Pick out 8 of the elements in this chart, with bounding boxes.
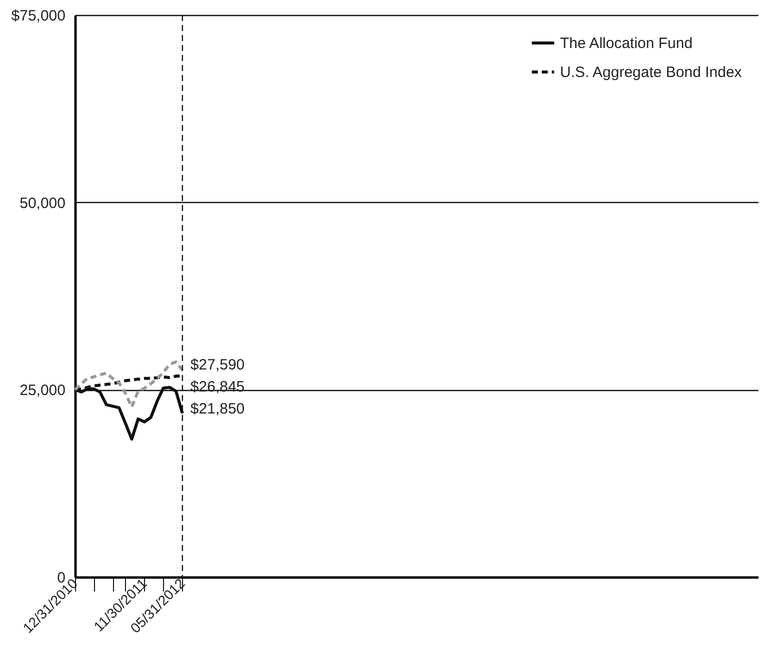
y-tick-label: 25,000 bbox=[20, 382, 66, 400]
y-tick-label: $75,000 bbox=[11, 8, 66, 24]
annotation: $21,850 bbox=[190, 400, 245, 418]
legend-label: U.S. Aggregate Bond Index bbox=[560, 64, 742, 81]
legend-label: The Allocation Fund bbox=[560, 35, 693, 52]
y-tick-label: 50,000 bbox=[20, 194, 66, 212]
annotation: $27,590 bbox=[190, 356, 245, 374]
line-series bbox=[74, 360, 184, 408]
